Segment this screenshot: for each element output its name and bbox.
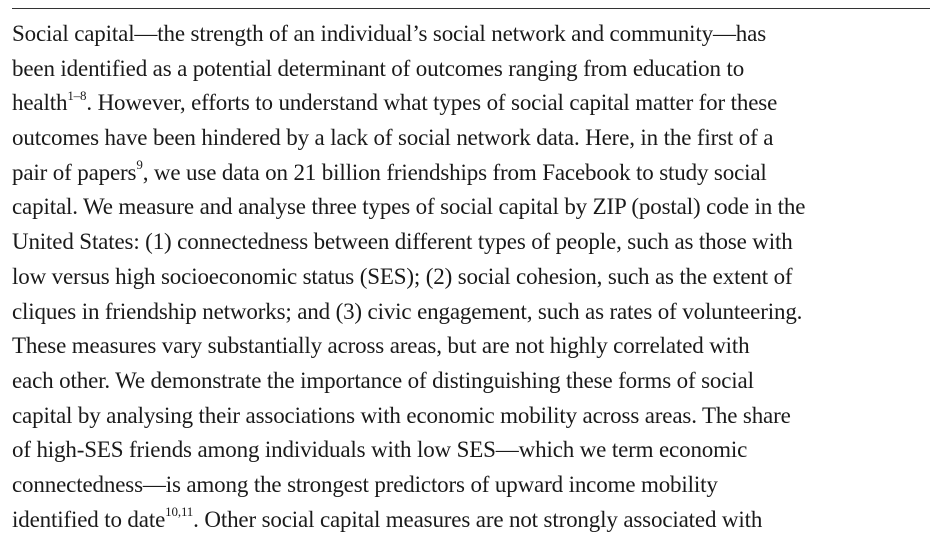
abstract-paragraph: Social capital—the strength of an indivi… — [12, 17, 942, 537]
abstract-line: These measures vary substantially across… — [12, 333, 750, 359]
abstract-line: each other. We demonstrate the importanc… — [12, 367, 754, 393]
abstract-line: connectedness—is among the strongest pre… — [12, 471, 718, 497]
abstract-line: Social capital—the strength of an indivi… — [12, 21, 767, 46]
abstract-line: health1–8. However, efforts to understan… — [12, 87, 778, 116]
abstract-line: capital. We measure and analyse three ty… — [12, 194, 806, 220]
citation-superscript[interactable]: 9 — [136, 157, 143, 173]
abstract-line: United States: (1) connectedness between… — [12, 229, 793, 255]
abstract-line: low versus high socioeconomic status (SE… — [12, 263, 793, 289]
abstract-line: identified to date10,11. Other social ca… — [12, 503, 763, 532]
citation-superscript[interactable]: 1–8 — [67, 87, 87, 103]
abstract-line: pair of papers9, we use data on 21 billi… — [12, 157, 767, 185]
abstract-line: cliques in friendship networks; and (3) … — [12, 298, 803, 324]
abstract-line: been identified as a potential determina… — [12, 55, 745, 81]
abstract-line: outcomes have been hindered by a lack of… — [12, 125, 774, 151]
abstract-line: of high-SES friends among individuals wi… — [12, 437, 748, 463]
citation-superscript[interactable]: 10,11 — [165, 503, 194, 519]
abstract-line: capital by analysing their associations … — [12, 402, 791, 428]
top-rule — [12, 8, 930, 9]
